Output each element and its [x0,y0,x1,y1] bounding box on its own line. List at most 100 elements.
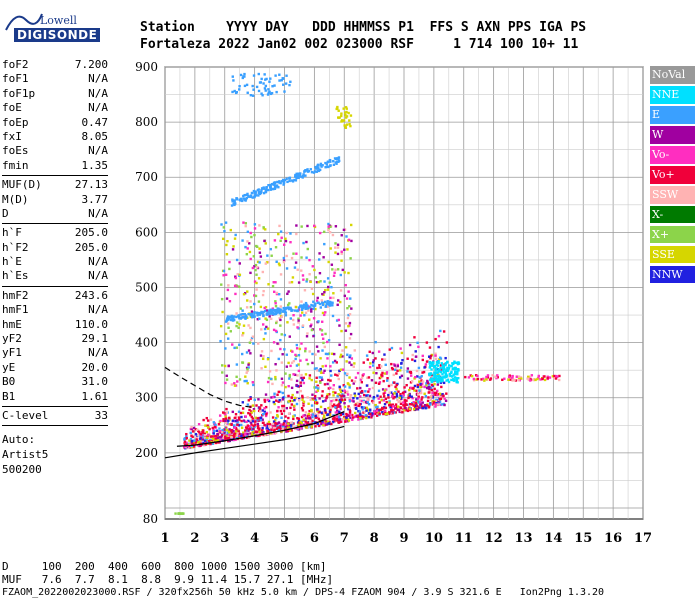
echo-point [245,427,249,430]
echo-point [199,439,202,442]
echo-point [302,400,306,403]
echo-point [326,288,330,291]
echo-point [213,435,216,438]
echo-point [232,245,235,248]
echo-point [248,412,252,416]
echo-point [354,406,358,410]
echo-point [201,436,204,439]
param-value: 20.0 [81,360,109,374]
echo-point [256,314,259,317]
echo-point [374,357,377,360]
echo-point [304,347,307,350]
echo-point [196,441,200,444]
header-labels: Station YYYY DAY DDD HHMMSS P1 FFS S AXN… [140,20,587,35]
param-value: 205.0 [74,226,108,240]
echo-point [230,383,234,386]
echo-point [297,419,301,422]
echo-point [543,378,547,382]
echo-point [429,403,432,406]
echo-point [213,425,217,429]
echo-point [378,413,381,417]
echo-point [323,420,326,423]
echo-point [329,406,332,409]
echo-point [259,354,263,357]
echo-point [310,303,313,307]
echo-point [284,415,287,418]
echo-point [223,230,226,233]
echo-point [288,429,292,432]
echo-point [511,377,514,380]
echo-point [264,89,267,92]
echo-point [242,434,245,437]
echo-point [324,411,327,414]
echo-point [255,430,259,433]
param-name: fmin [2,158,29,172]
echo-point [310,307,313,311]
echo-point [261,418,264,421]
echo-point [389,405,392,409]
echo-point [328,420,331,424]
echo-point [255,288,258,291]
echo-point [265,411,269,415]
echo-point [343,405,347,409]
echo-point [251,94,255,97]
echo-point [239,307,242,310]
echo-point [304,422,308,426]
echo-point [246,240,249,243]
echo-point [246,432,249,436]
echo-point [428,372,431,376]
echo-point [428,385,431,389]
echo-point [265,186,268,189]
echo-point [444,370,448,373]
echo-point [204,439,207,442]
echo-point [343,389,346,392]
echo-point [234,292,237,296]
echo-point [249,195,253,199]
echo-point [258,430,261,433]
echo-point [334,391,337,394]
echo-point [192,426,196,430]
echo-point [234,276,238,280]
param-value: 8.05 [81,129,109,143]
echo-point [310,425,313,428]
echo-point [326,277,330,280]
echo-point [257,188,260,191]
echo-point [267,399,271,403]
echo-point [264,305,268,309]
echo-point [394,403,398,406]
echo-point [393,364,397,367]
echo-point [330,374,333,377]
echo-point [356,415,360,418]
echo-point [438,392,442,396]
header-values: Fortaleza 2022 Jan02 002 023000 RSF 1 71… [140,37,579,52]
echo-point [384,413,387,416]
echo-point [214,437,218,440]
echo-point [229,228,233,232]
echo-point [392,409,395,412]
echo-point [322,422,325,425]
echo-point [337,109,340,112]
echo-point [228,260,231,264]
echo-point [217,441,220,444]
echo-point [446,378,450,382]
echo-point [352,382,355,385]
echo-point [263,423,266,427]
echo-point [417,393,420,396]
echo-point [225,378,229,381]
echo-point [189,431,192,435]
echo-point [341,394,344,397]
echo-point [385,400,388,404]
legend-item: Vo- [650,145,695,164]
echo-point [249,94,253,97]
echo-point [228,423,232,426]
echo-point [252,88,255,91]
echo-point [424,406,427,410]
echo-point [267,312,271,316]
echo-point [288,399,292,403]
echo-point [297,363,300,366]
param-name: yF2 [2,332,22,346]
echo-point [250,415,253,419]
echo-point [286,180,289,184]
x-tick-label: 5 [280,531,289,546]
muf-values: MUF 7.6 7.7 8.1 8.8 9.9 11.4 15.7 27.1 [… [2,573,334,586]
